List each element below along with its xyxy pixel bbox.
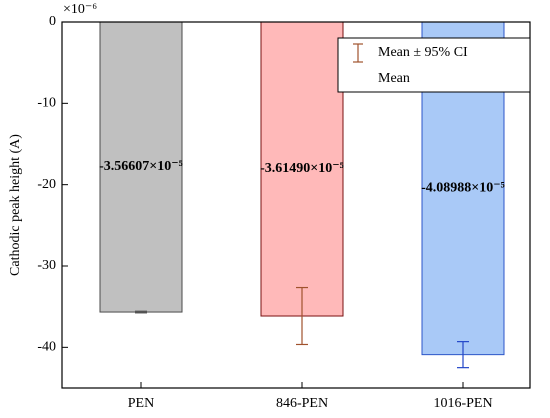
legend-label: Mean ± 95% CI	[378, 45, 468, 60]
legend: Mean ± 95% CI Mean	[337, 37, 531, 93]
bar	[99, 21, 183, 313]
legend-label: Mean	[378, 71, 410, 86]
plot-frame	[61, 21, 531, 389]
y-multiplier: ×10⁻⁶	[63, 2, 97, 17]
legend-icon	[353, 43, 363, 63]
value-label: -4.08988×10⁻⁵	[421, 181, 505, 196]
legend-box	[337, 37, 531, 93]
y-tick-label: -40	[37, 340, 56, 355]
y-tick-label: 0	[49, 14, 56, 29]
error-bar	[457, 341, 469, 369]
error-bar	[296, 286, 308, 346]
x-tick-label: 846-PEN	[276, 396, 328, 411]
value-label: -3.61490×10⁻⁵	[260, 161, 344, 176]
x-tick-label: PEN	[128, 396, 154, 411]
x-tick-label: 1016-PEN	[433, 396, 492, 411]
error-bar	[135, 310, 147, 314]
y-axis-label: Cathodic peak height (A)	[8, 134, 23, 276]
y-tick-label: -10	[37, 96, 56, 111]
value-label: -3.56607×10⁻⁵	[99, 159, 183, 174]
y-tick-label: -30	[37, 258, 56, 273]
y-tick-label: -20	[37, 177, 56, 192]
